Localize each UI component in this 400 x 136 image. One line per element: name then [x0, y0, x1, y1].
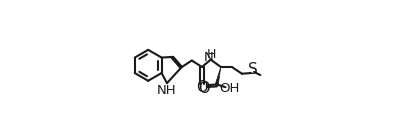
Text: O: O [196, 80, 208, 95]
Text: O: O [198, 81, 210, 96]
Polygon shape [215, 67, 221, 85]
Text: N: N [204, 51, 214, 64]
Text: H: H [207, 48, 217, 61]
Text: S: S [248, 62, 258, 77]
Text: OH: OH [219, 82, 240, 95]
Text: NH: NH [157, 84, 176, 97]
